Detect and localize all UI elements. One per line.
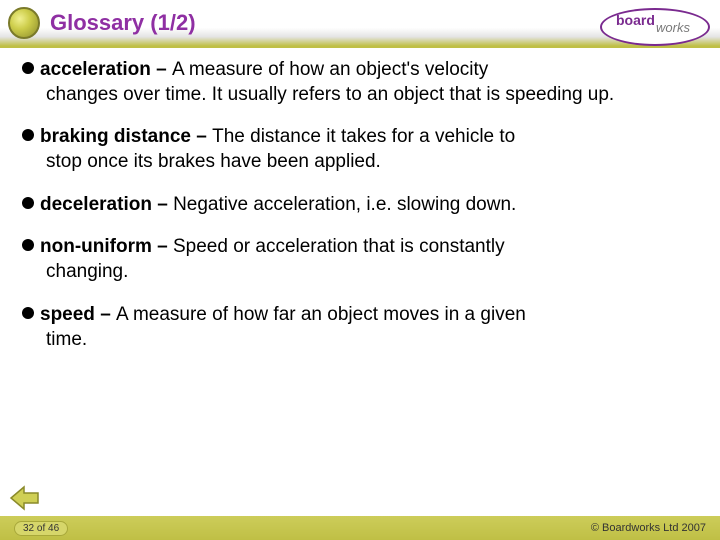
glossary-entry: speed – A measure of how far an object m… — [22, 303, 698, 352]
term: acceleration — [40, 59, 151, 80]
back-arrow-icon — [8, 484, 42, 512]
glossary-entry: non-uniform – Speed or acceleration that… — [22, 235, 698, 284]
definition-first-line: A measure of how far an object moves in … — [116, 304, 526, 325]
term: braking distance — [40, 126, 191, 147]
logo-text-board: board — [616, 12, 655, 28]
back-button[interactable] — [8, 484, 42, 512]
glossary-entry: deceleration – Negative acceleration, i.… — [22, 193, 698, 218]
definition-first-line: The distance it takes for a vehicle to — [212, 126, 515, 147]
definition-continuation: changing. — [22, 260, 698, 285]
globe-icon — [8, 7, 40, 39]
term: speed — [40, 304, 95, 325]
glossary-entry: braking distance – The distance it takes… — [22, 125, 698, 174]
dash: – — [152, 194, 173, 215]
glossary-entry: acceleration – A measure of how an objec… — [22, 58, 698, 107]
term: non-uniform — [40, 236, 152, 257]
page-indicator: 32 of 46 — [14, 521, 68, 536]
dash: – — [152, 236, 173, 257]
bullet-icon — [22, 62, 34, 74]
dash: – — [151, 59, 172, 80]
definition-first-line: Negative acceleration, i.e. slowing down… — [173, 194, 516, 215]
slide-header: Glossary (1/2) board works — [0, 0, 720, 48]
definition-continuation: stop once its brakes have been applied. — [22, 150, 698, 175]
dash: – — [95, 304, 116, 325]
definition-continuation: time. — [22, 328, 698, 353]
bullet-icon — [22, 129, 34, 141]
definition-first-line: A measure of how an object's velocity — [172, 59, 488, 80]
slide-footer: 32 of 46 © Boardworks Ltd 2007 — [0, 516, 720, 540]
definition-continuation: changes over time. It usually refers to … — [22, 83, 698, 108]
glossary-content: acceleration – A measure of how an objec… — [0, 48, 720, 352]
bullet-icon — [22, 307, 34, 319]
logo-text-works: works — [656, 20, 690, 35]
bullet-icon — [22, 239, 34, 251]
term: deceleration — [40, 194, 152, 215]
bullet-icon — [22, 197, 34, 209]
copyright-text: © Boardworks Ltd 2007 — [591, 522, 706, 534]
page-title: Glossary (1/2) — [50, 10, 196, 36]
definition-first-line: Speed or acceleration that is constantly — [173, 236, 505, 257]
dash: – — [191, 126, 212, 147]
boardworks-logo: board works — [600, 4, 710, 48]
